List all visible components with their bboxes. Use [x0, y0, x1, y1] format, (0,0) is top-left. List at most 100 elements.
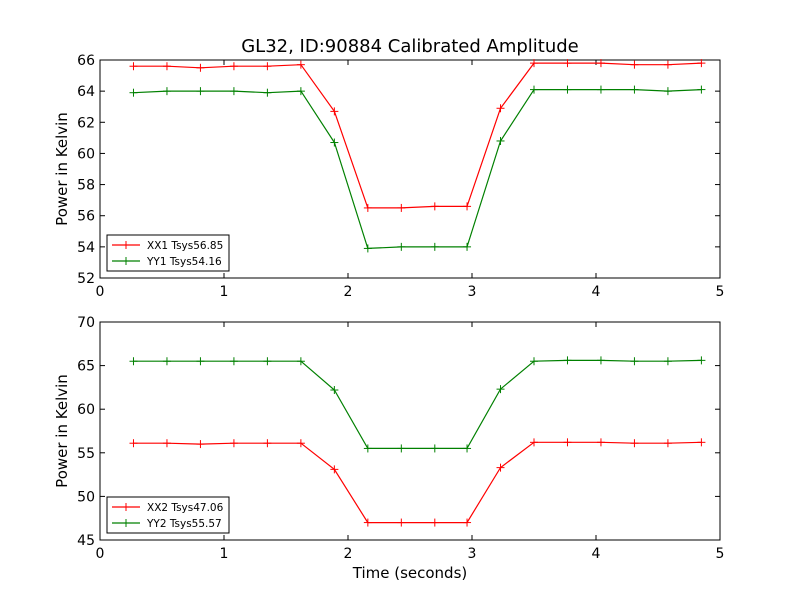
x-tick-label: 0 [96, 546, 105, 562]
data-point [330, 465, 339, 474]
y-axis-label: Power in Kelvin [53, 374, 71, 488]
data-point [430, 444, 439, 453]
data-point [263, 439, 272, 448]
y-tick-label: 65 [77, 359, 95, 375]
data-point [697, 59, 706, 68]
x-tick-label: 4 [592, 546, 601, 562]
series-line-2 [133, 359, 702, 449]
data-point [496, 104, 505, 113]
data-point [162, 62, 171, 71]
x-tick-label: 3 [468, 284, 477, 300]
data-point [563, 356, 572, 365]
data-point [296, 357, 305, 366]
data-point [530, 438, 538, 447]
legend: XX2 Tsys47.06 YY2 Tsys55.57 [106, 496, 230, 534]
y-tick-label: 60 [77, 402, 95, 418]
data-point [697, 356, 706, 365]
x-tick-label: 1 [220, 546, 229, 562]
data-point [129, 357, 138, 366]
data-point [630, 60, 639, 69]
data-point [663, 60, 672, 69]
plot-frame [99, 59, 721, 279]
data-point [563, 85, 572, 94]
y-tick-label: 70 [77, 315, 95, 331]
series-line-1 [133, 441, 702, 524]
data-point [630, 357, 639, 366]
data-point [397, 518, 406, 527]
data-point [630, 439, 639, 448]
legend-label: XX2 Tsys47.06 [147, 502, 224, 514]
y-tick-label: 55 [77, 446, 95, 462]
legend-label: YY1 Tsys54.16 [146, 256, 222, 268]
data-point [363, 203, 372, 212]
x-tick-label: 2 [344, 284, 353, 300]
y-tick-label: 60 [77, 146, 95, 162]
data-point [430, 242, 439, 251]
top-plot: 0 1 2 3 4 5 52 54 56 58 60 62 64 66 Power in Kelvin XX1… [53, 53, 724, 300]
data-point [363, 444, 372, 453]
x-tick-label: 0 [96, 284, 105, 300]
data-point [397, 444, 406, 453]
data-point [330, 138, 339, 147]
data-point [563, 59, 572, 68]
data-point [596, 356, 605, 365]
y-tick-label: 62 [77, 115, 95, 131]
data-point [330, 107, 339, 116]
data-point [229, 439, 238, 448]
y-tick-label: 56 [77, 209, 95, 225]
data-point [196, 440, 205, 449]
data-point [463, 444, 472, 453]
data-point [229, 87, 238, 96]
x-tick-label: 3 [468, 546, 477, 562]
data-point [296, 439, 305, 448]
data-point [263, 357, 272, 366]
data-point [530, 85, 538, 94]
x-tick-label: 4 [592, 284, 601, 300]
data-point [330, 386, 339, 395]
x-tick-label: 1 [220, 284, 229, 300]
data-point [296, 87, 305, 96]
data-point [496, 385, 505, 394]
y-tick-label: 52 [77, 271, 95, 287]
data-point [397, 203, 406, 212]
series-line-2 [133, 88, 702, 250]
data-point [463, 518, 472, 527]
data-point [697, 85, 706, 94]
data-point [596, 85, 605, 94]
data-point [196, 63, 205, 72]
data-point [196, 357, 205, 366]
data-point [229, 357, 238, 366]
data-point [663, 357, 672, 366]
legend-box [106, 234, 230, 272]
data-point [663, 87, 672, 96]
data-point [162, 439, 171, 448]
data-point [430, 202, 439, 211]
x-tick-label: 5 [716, 546, 725, 562]
data-point [129, 439, 138, 448]
y-axis-label: Power in Kelvin [53, 112, 71, 226]
data-point [397, 242, 406, 251]
data-point [162, 87, 171, 96]
data-point [463, 242, 472, 251]
y-tick-label: 66 [77, 53, 95, 69]
data-point [263, 88, 272, 97]
data-point [563, 438, 572, 447]
data-point [663, 439, 672, 448]
y-tick-label: 50 [77, 489, 95, 505]
x-tick-label: 2 [344, 546, 353, 562]
data-point [463, 202, 472, 211]
y-tick-label: 54 [77, 240, 95, 256]
data-point [162, 357, 171, 366]
data-point [630, 85, 639, 94]
data-point [496, 136, 505, 145]
data-point [263, 62, 272, 71]
x-axis-label: Time (seconds) [352, 564, 468, 582]
y-tick-label: 64 [77, 84, 95, 100]
data-point [196, 87, 205, 96]
series-line-1 [133, 62, 702, 209]
plot-frame [99, 321, 721, 541]
chart-title: GL32, ID:90884 Calibrated Amplitude [241, 36, 579, 57]
data-point [496, 463, 505, 472]
